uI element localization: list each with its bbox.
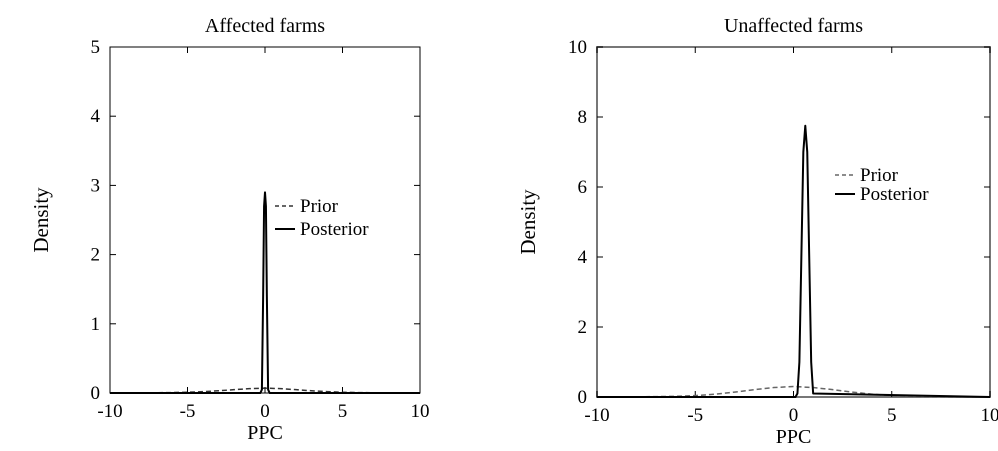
x-tick-label: 10 — [981, 405, 998, 426]
series-line-prior — [596, 385, 991, 398]
y-tick-label: 8 — [578, 107, 588, 128]
x-tick-label: -10 — [584, 405, 609, 426]
chart-title: Unaffected farms — [724, 15, 863, 37]
y-tick-label: 2 — [91, 245, 101, 266]
y-tick-label: 1 — [91, 314, 101, 335]
x-tick-label: -10 — [97, 401, 122, 422]
y-tick-label: 4 — [91, 106, 101, 127]
series-line-posterior — [110, 191, 420, 394]
x-tick-label: -5 — [180, 401, 196, 422]
y-tick-label: 4 — [578, 247, 588, 268]
chart-title: Affected farms — [205, 15, 325, 37]
y-tick-label: 3 — [91, 175, 101, 196]
x-tick-label: 5 — [338, 401, 348, 422]
legend-label-prior: Prior — [860, 165, 899, 186]
y-tick-label: 2 — [578, 317, 588, 338]
y-tick-label: 10 — [568, 37, 587, 58]
y-tick-label: 5 — [91, 37, 101, 58]
legend-label-posterior: Posterior — [860, 184, 929, 205]
y-tick-label: 0 — [91, 383, 101, 404]
x-tick-label: 10 — [411, 401, 430, 422]
x-tick-label: -5 — [687, 405, 703, 426]
plot-frame — [109, 46, 421, 394]
legend-label-posterior: Posterior — [300, 219, 369, 240]
y-axis-label: Density — [29, 187, 53, 253]
chart-panel-2: Unaffected farms -10 -5 0 5 10 0 2 4 6 8 10 PPC Densi… — [516, 15, 998, 448]
series-line-posterior — [597, 124, 991, 398]
x-tick-label: 5 — [887, 405, 897, 426]
chart-panel-1: Affected farms -10 -5 0 5 10 0 1 2 3 4 5 PPC Density P… — [29, 15, 430, 444]
x-axis-label: PPC — [247, 422, 283, 444]
y-tick-label: 6 — [578, 177, 588, 198]
plot-frame — [596, 46, 991, 398]
legend-label-prior: Prior — [300, 196, 339, 217]
y-tick-label: 0 — [578, 387, 588, 408]
y-axis-label: Density — [516, 189, 540, 255]
x-axis-label: PPC — [776, 426, 812, 448]
x-tick-label: 0 — [789, 405, 799, 426]
x-tick-label: 0 — [260, 401, 270, 422]
